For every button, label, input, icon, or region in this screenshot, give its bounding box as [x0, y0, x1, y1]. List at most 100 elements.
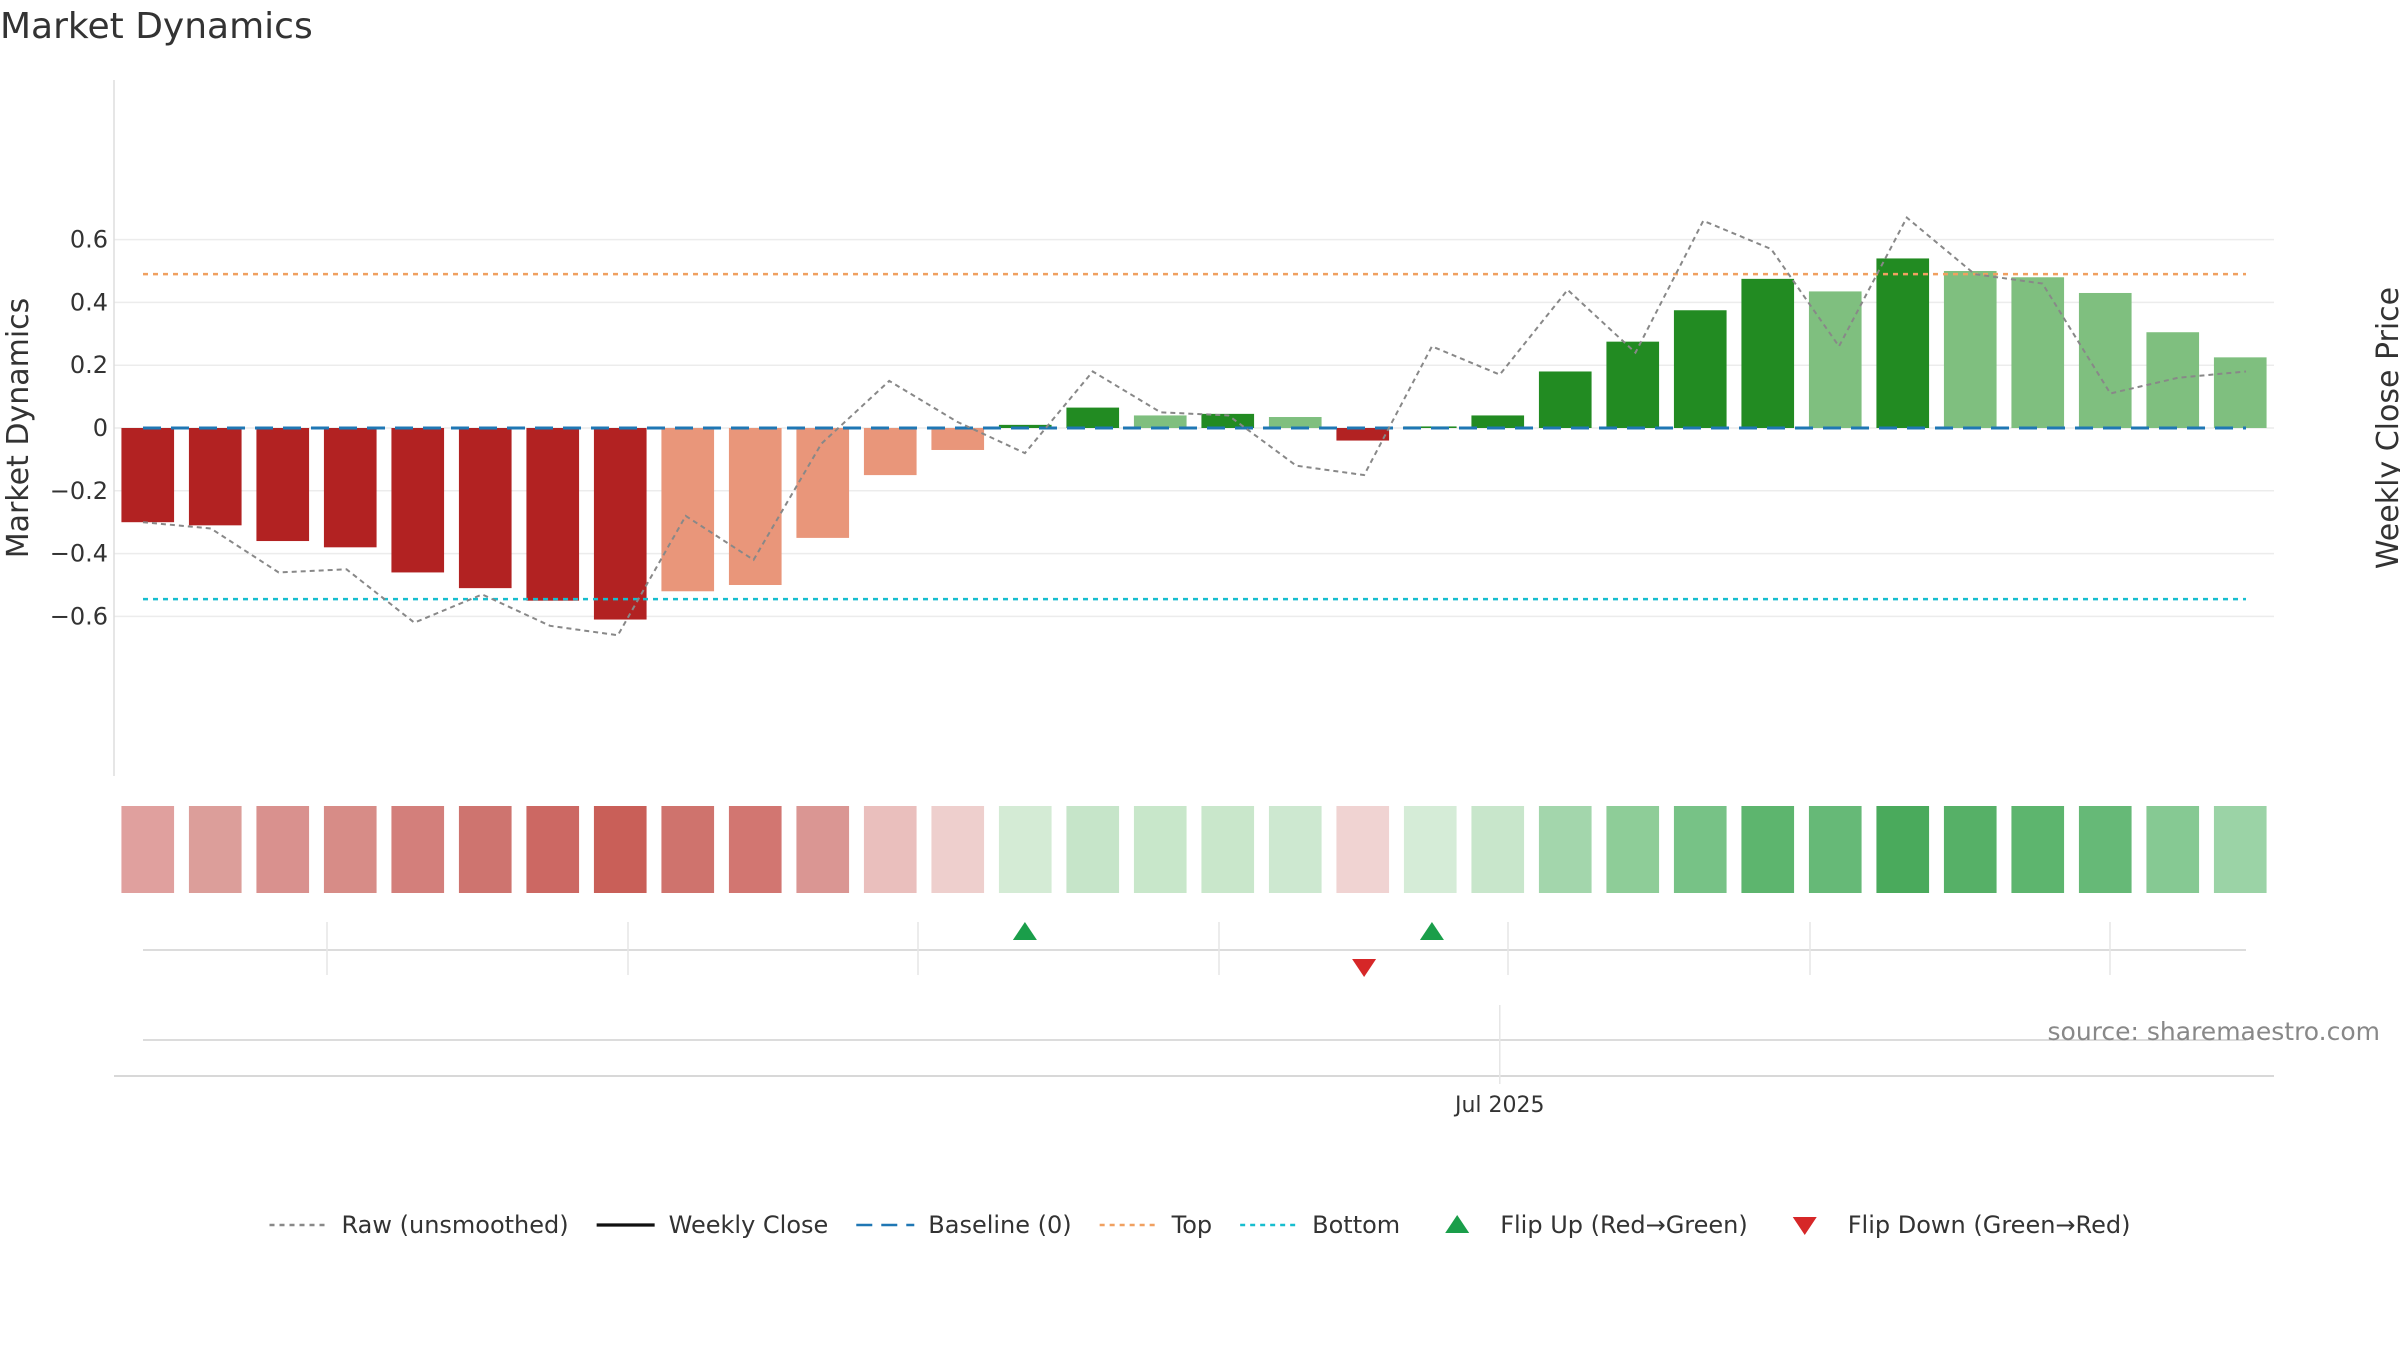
flip-up-marker-0	[1012, 922, 1037, 940]
date-axis-panel: Jul 2025	[114, 1005, 2274, 1118]
right-axis-label: Weekly Close Price	[2371, 287, 2400, 569]
legend-item-5: Flip Up (Red→Green)	[1445, 1211, 1748, 1239]
left-tick-label-5: −0.4	[50, 540, 108, 568]
heat-cell-19	[1403, 806, 1457, 893]
heat-cell-4	[391, 806, 445, 893]
bar-10	[796, 428, 850, 538]
left-axis-ticks: 0.6 0.4 0.2 0 −0.2 −0.4 −0.6	[50, 226, 108, 631]
heat-cell-8	[661, 806, 715, 893]
bar-19	[1403, 426, 1457, 428]
bar-30	[2146, 332, 2200, 428]
bar-20	[1471, 415, 1525, 428]
bar-7	[593, 428, 647, 620]
flip-markers-panel	[143, 922, 2246, 977]
bar-12	[931, 428, 985, 450]
legend-label-2: Baseline (0)	[928, 1211, 1071, 1239]
heat-cell-9	[728, 806, 782, 893]
raw-unsmoothed-line	[142, 216, 2247, 637]
bar-29	[2078, 292, 2132, 428]
heat-cell-22	[1606, 806, 1660, 893]
heat-cell-12	[931, 806, 985, 893]
legend-symbol-6	[1792, 1217, 1817, 1235]
bar-25	[1808, 291, 1862, 428]
heat-cell-6	[526, 806, 580, 893]
bar-1	[188, 428, 242, 526]
bar-27	[1943, 271, 1997, 428]
left-tick-label-0: 0.6	[70, 226, 108, 254]
heat-strip	[121, 806, 2267, 893]
legend-item-4: Bottom	[1240, 1211, 1400, 1239]
bar-13	[998, 424, 1052, 428]
legend-label-6: Flip Down (Green→Red)	[1848, 1211, 2131, 1239]
bar-series	[121, 258, 2267, 620]
legend-item-2: Baseline (0)	[856, 1211, 1072, 1239]
legend-symbol-5	[1445, 1215, 1470, 1233]
legend-item-0: Raw (unsmoothed)	[269, 1211, 569, 1239]
bar-8	[661, 428, 715, 592]
bar-28	[2011, 277, 2065, 428]
bar-9	[728, 428, 782, 585]
legend-label-5: Flip Up (Red→Green)	[1500, 1211, 1748, 1239]
left-tick-label-6: −0.6	[50, 602, 108, 630]
flip-up-marker-1	[1419, 922, 1444, 940]
legend-item-6: Flip Down (Green→Red)	[1792, 1211, 2131, 1239]
source-credit: source: sharemaestro.com	[2048, 1017, 2381, 1046]
bar-14	[1066, 407, 1120, 428]
heat-cell-30	[2146, 806, 2200, 893]
heat-cell-28	[2011, 806, 2065, 893]
bar-22	[1606, 341, 1660, 428]
heat-cell-15	[1133, 806, 1187, 893]
legend-label-4: Bottom	[1312, 1211, 1400, 1239]
bar-2	[256, 428, 310, 542]
reference-lines	[143, 272, 2246, 601]
left-axis-label: Market Dynamics	[1, 298, 36, 559]
heat-cell-25	[1808, 806, 1862, 893]
legend: Raw (unsmoothed) Weekly Close Baseline (0)…	[269, 1211, 2131, 1239]
bar-24	[1741, 278, 1795, 428]
heat-cell-26	[1876, 806, 1930, 893]
legend-item-1: Weekly Close	[596, 1211, 829, 1239]
bar-11	[863, 428, 917, 476]
bar-18	[1336, 428, 1390, 441]
bar-6	[526, 428, 580, 601]
bar-15	[1133, 415, 1187, 428]
chart-title: Market Dynamics	[0, 6, 313, 47]
heat-cell-24	[1741, 806, 1795, 893]
line-series	[142, 216, 2247, 637]
heat-cell-16	[1201, 806, 1255, 893]
bar-21	[1538, 371, 1592, 428]
heat-cell-3	[323, 806, 377, 893]
heat-cell-27	[1943, 806, 1997, 893]
heat-cell-1	[188, 806, 242, 893]
heat-cell-18	[1336, 806, 1390, 893]
heat-cell-11	[863, 806, 917, 893]
heat-cell-17	[1268, 806, 1322, 893]
bar-3	[323, 428, 377, 548]
bar-4	[391, 428, 445, 573]
bar-23	[1673, 310, 1727, 428]
heat-cell-5	[458, 806, 512, 893]
bar-5	[458, 428, 512, 589]
heat-cell-0	[121, 806, 175, 893]
legend-item-3: Top	[1099, 1211, 1212, 1239]
heat-cell-13	[998, 806, 1052, 893]
bar-26	[1876, 258, 1930, 428]
date-tick-label: Jul 2025	[1453, 1093, 1545, 1118]
left-tick-label-4: −0.2	[50, 477, 108, 505]
left-tick-label-2: 0.2	[70, 351, 108, 379]
flip-down-marker-0	[1352, 959, 1377, 977]
heat-cell-14	[1066, 806, 1120, 893]
legend-label-1: Weekly Close	[669, 1211, 829, 1239]
heat-cell-21	[1538, 806, 1592, 893]
heat-cell-23	[1673, 806, 1727, 893]
heat-cell-31	[2213, 806, 2267, 893]
left-tick-label-3: 0	[93, 414, 108, 442]
heat-cell-10	[796, 806, 850, 893]
bar-17	[1268, 417, 1322, 428]
legend-label-0: Raw (unsmoothed)	[342, 1211, 569, 1239]
heat-cell-2	[256, 806, 310, 893]
heat-cell-29	[2078, 806, 2132, 893]
heat-cell-20	[1471, 806, 1525, 893]
bar-0	[121, 428, 175, 523]
